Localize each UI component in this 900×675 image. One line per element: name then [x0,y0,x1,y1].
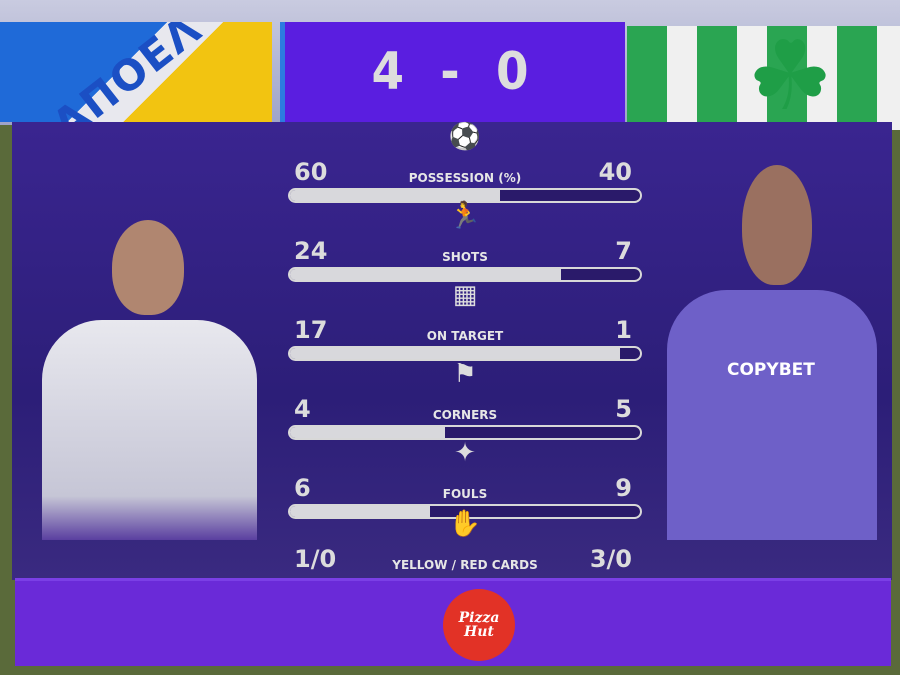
comparison-bar [288,267,642,282]
sponsor-bar: Pizza Hut [15,578,891,666]
player-shooting-icon: 🏃 [448,201,482,231]
comparison-bar [288,188,642,203]
comparison-bar [288,504,642,519]
stat-label: POSSESSION (%) [408,171,522,185]
home-share-fill [290,269,561,280]
footballer-dribbling-icon: ⚽ [448,122,482,152]
home-cards: 1/0 [294,545,337,573]
home-value: 60 [294,158,328,186]
shamrock-icon: ☘ [747,26,834,130]
goal-net-icon: ▦ [452,280,478,310]
home-value: 17 [294,316,328,344]
home-coach-image [32,220,262,540]
pizza-hut-logo: Pizza Hut [443,589,515,661]
home-value: 24 [294,237,328,265]
away-cards: 3/0 [589,545,632,573]
away-coach-image: COPYBET [667,165,882,540]
away-value: 7 [615,237,632,265]
away-value: 40 [598,158,632,186]
stat-label: YELLOW / RED CARDS [392,558,538,572]
home-value: 6 [294,474,311,502]
away-team-logo: ☘ [627,26,900,130]
away-value: 5 [615,395,632,423]
away-value: 1 [615,316,632,344]
stat-label: CORNERS [432,408,498,422]
comparison-bar [288,346,642,361]
shirt-sponsor: COPYBET [727,360,815,380]
foul-boot-icon: ✦ [454,438,476,468]
stat-label: SHOTS [442,250,488,264]
home-team-logo: ΑΠΟΕΛ [0,22,272,122]
comparison-bar [288,425,642,440]
stat-label: ON TARGET [426,329,504,343]
home-share-fill [290,348,621,359]
home-share-fill [290,427,446,438]
away-value: 9 [615,474,632,502]
corner-flag-icon: ⚑ [453,359,477,389]
stat-label: FOULS [442,487,488,501]
home-share-fill [290,190,500,201]
card-hand-icon: ✋ [448,509,482,539]
home-share-fill [290,506,430,517]
home-value: 4 [294,395,311,423]
scoreline: 4 - 0 [280,22,625,122]
home-logo-text: ΑΠΟΕΛ [43,22,212,122]
